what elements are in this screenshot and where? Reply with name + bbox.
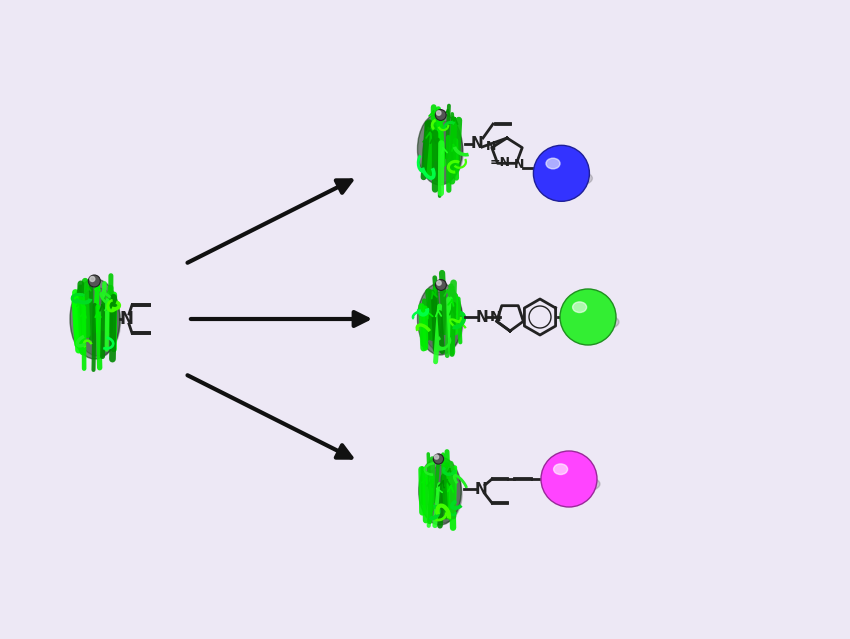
Circle shape	[549, 459, 589, 499]
Ellipse shape	[546, 158, 560, 169]
Circle shape	[436, 111, 441, 115]
Circle shape	[564, 294, 611, 340]
Circle shape	[560, 289, 616, 345]
Circle shape	[434, 455, 439, 459]
Circle shape	[534, 146, 589, 201]
Circle shape	[536, 147, 587, 199]
Text: N: N	[514, 158, 524, 171]
Circle shape	[540, 152, 583, 195]
Circle shape	[543, 453, 595, 505]
Ellipse shape	[417, 113, 462, 185]
Ellipse shape	[76, 288, 121, 356]
Circle shape	[540, 151, 583, 196]
Ellipse shape	[417, 283, 462, 355]
Circle shape	[547, 458, 591, 500]
Circle shape	[565, 295, 610, 339]
Circle shape	[536, 148, 587, 199]
Circle shape	[562, 291, 615, 343]
Circle shape	[563, 291, 614, 343]
Circle shape	[566, 295, 610, 339]
Text: N: N	[474, 482, 487, 497]
Ellipse shape	[544, 474, 600, 494]
Ellipse shape	[553, 464, 568, 475]
Circle shape	[541, 452, 597, 506]
Circle shape	[541, 153, 582, 194]
Circle shape	[437, 281, 441, 285]
Circle shape	[561, 289, 615, 344]
Circle shape	[545, 454, 593, 504]
Circle shape	[539, 151, 584, 196]
Text: N: N	[490, 310, 502, 324]
Circle shape	[541, 451, 597, 507]
Ellipse shape	[536, 169, 592, 188]
Circle shape	[547, 456, 592, 502]
Circle shape	[547, 457, 591, 501]
Ellipse shape	[422, 121, 463, 183]
Circle shape	[535, 146, 588, 200]
Circle shape	[90, 277, 95, 282]
Circle shape	[541, 451, 597, 507]
Text: N: N	[471, 135, 484, 151]
Circle shape	[567, 296, 609, 338]
Circle shape	[543, 454, 595, 505]
Circle shape	[563, 292, 613, 342]
Circle shape	[541, 154, 581, 193]
Circle shape	[541, 153, 581, 194]
Circle shape	[534, 145, 589, 201]
Circle shape	[567, 296, 609, 339]
Circle shape	[545, 455, 592, 503]
Circle shape	[561, 290, 615, 344]
Ellipse shape	[563, 312, 619, 332]
Circle shape	[560, 289, 616, 345]
Text: N: N	[119, 310, 133, 328]
Circle shape	[544, 454, 594, 504]
Circle shape	[546, 456, 592, 502]
Circle shape	[542, 452, 596, 506]
Circle shape	[549, 459, 588, 498]
Text: N: N	[476, 309, 489, 325]
Circle shape	[564, 293, 612, 341]
Circle shape	[434, 454, 444, 464]
Circle shape	[88, 275, 100, 287]
Circle shape	[564, 293, 612, 341]
Ellipse shape	[419, 457, 462, 525]
Circle shape	[536, 148, 586, 198]
Circle shape	[435, 280, 446, 290]
Circle shape	[569, 297, 608, 337]
Ellipse shape	[424, 465, 462, 523]
Circle shape	[568, 296, 609, 337]
Circle shape	[538, 150, 585, 197]
Ellipse shape	[573, 302, 586, 312]
Text: =N: =N	[490, 156, 511, 169]
Circle shape	[537, 150, 585, 197]
Ellipse shape	[70, 279, 120, 359]
Circle shape	[548, 458, 590, 500]
Circle shape	[537, 149, 586, 197]
Ellipse shape	[422, 291, 463, 353]
Text: N: N	[485, 140, 496, 153]
Circle shape	[534, 145, 589, 201]
Circle shape	[435, 110, 446, 120]
